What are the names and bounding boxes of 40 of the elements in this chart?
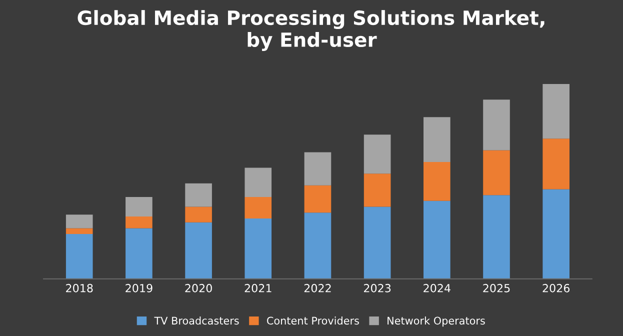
x-tick-label: 2022 (304, 284, 331, 292)
bar (244, 168, 272, 198)
x-tick-label: 2021 (244, 284, 272, 292)
x-tick-label: 2020 (185, 284, 212, 292)
legend-label: TV Broadcasters (154, 316, 239, 325)
bar (185, 206, 212, 222)
bar (364, 174, 391, 207)
x-tick-label: 2018 (66, 284, 93, 292)
bar (542, 138, 570, 190)
bar (424, 117, 450, 162)
chart-title: Global Media Processing Solutions Market, by End-user (78, 10, 544, 51)
bar (424, 162, 450, 201)
bar (304, 212, 332, 279)
x-tick-label: 2024 (424, 284, 450, 292)
bar (542, 84, 570, 139)
bar (483, 150, 510, 196)
bar (483, 100, 510, 150)
bar (364, 134, 391, 174)
bar (185, 222, 212, 279)
legend-label: Content Providers (267, 316, 359, 325)
bar (244, 197, 272, 218)
x-tick-label: 2026 (542, 284, 570, 292)
x-tick-label: 2025 (483, 284, 510, 292)
x-tick-label: 2023 (364, 284, 391, 292)
bar (66, 228, 93, 234)
bar (304, 185, 332, 213)
bar (244, 218, 272, 279)
x-tick-label: 2019 (126, 284, 152, 292)
bar (126, 216, 152, 228)
bar (483, 195, 510, 279)
bar (66, 234, 93, 279)
bar (185, 183, 212, 207)
bar (542, 189, 570, 279)
bar (424, 200, 450, 279)
bar (364, 206, 391, 279)
bar (66, 214, 93, 228)
legend-label: Network Operators (388, 316, 485, 327)
bar (126, 197, 152, 217)
bar (126, 228, 152, 279)
bar (304, 152, 332, 186)
